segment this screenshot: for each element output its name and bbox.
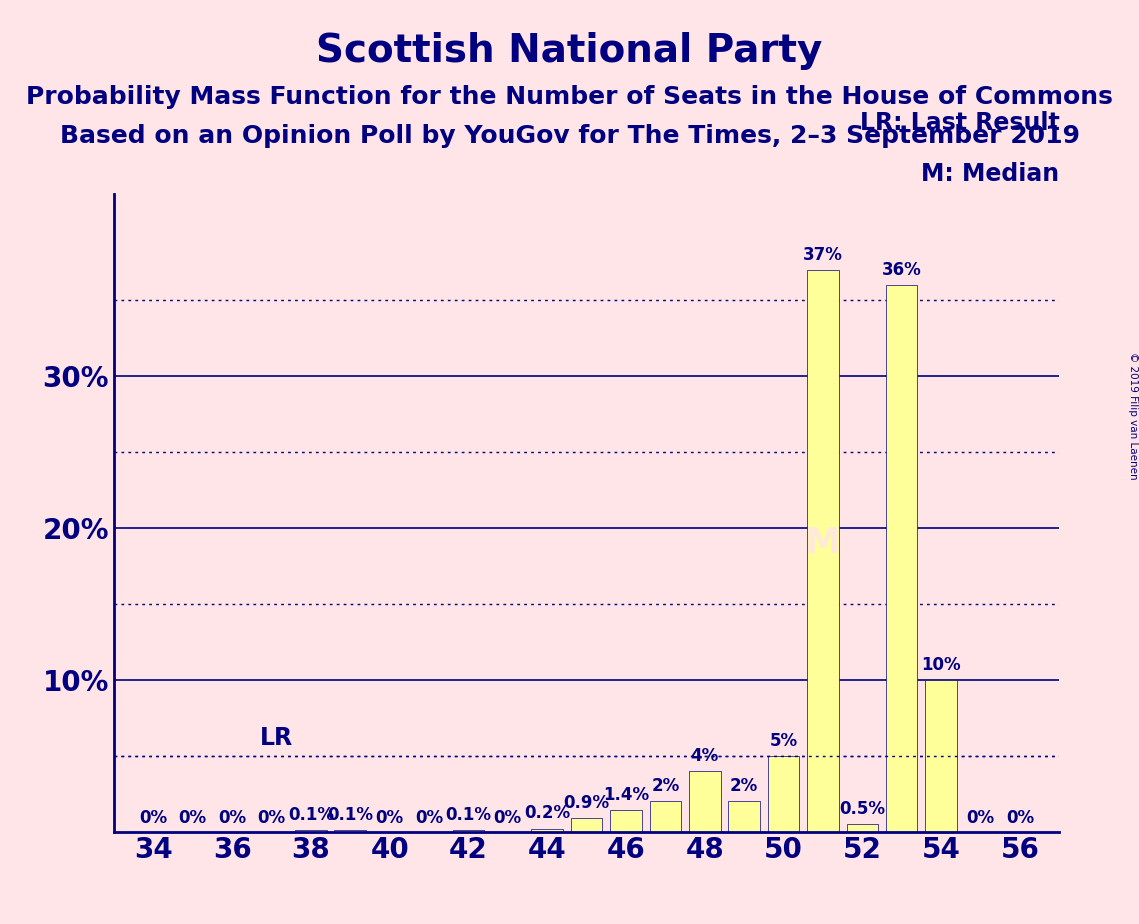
Bar xyxy=(611,810,641,832)
Text: M: Median: M: Median xyxy=(921,162,1059,186)
Bar xyxy=(452,830,484,832)
Bar xyxy=(925,680,957,832)
Text: 0%: 0% xyxy=(1006,809,1034,827)
Text: LR: LR xyxy=(260,725,293,749)
Bar xyxy=(649,801,681,832)
Bar xyxy=(729,801,760,832)
Text: Probability Mass Function for the Number of Seats in the House of Commons: Probability Mass Function for the Number… xyxy=(26,85,1113,109)
Text: 2%: 2% xyxy=(652,777,680,796)
Text: 37%: 37% xyxy=(803,246,843,264)
Text: 0%: 0% xyxy=(218,809,246,827)
Bar xyxy=(768,756,800,832)
Text: 0%: 0% xyxy=(415,809,443,827)
Text: Scottish National Party: Scottish National Party xyxy=(317,32,822,70)
Bar xyxy=(886,286,918,832)
Text: 36%: 36% xyxy=(882,261,921,279)
Text: 0%: 0% xyxy=(493,809,522,827)
Text: 5%: 5% xyxy=(770,732,797,749)
Text: 0.1%: 0.1% xyxy=(327,806,374,824)
Bar xyxy=(571,818,603,832)
Text: 2%: 2% xyxy=(730,777,759,796)
Text: 0.9%: 0.9% xyxy=(564,794,609,812)
Text: 0.2%: 0.2% xyxy=(524,805,571,822)
Text: LR: Last Result: LR: Last Result xyxy=(860,111,1059,135)
Text: 0%: 0% xyxy=(179,809,207,827)
Text: 0.1%: 0.1% xyxy=(288,806,334,824)
Bar xyxy=(532,829,563,832)
Text: 10%: 10% xyxy=(921,656,961,674)
Text: 0%: 0% xyxy=(376,809,403,827)
Text: 0%: 0% xyxy=(966,809,994,827)
Text: Based on an Opinion Poll by YouGov for The Times, 2–3 September 2019: Based on an Opinion Poll by YouGov for T… xyxy=(59,124,1080,148)
Text: 1.4%: 1.4% xyxy=(603,786,649,804)
Bar xyxy=(846,824,878,832)
Bar xyxy=(335,830,366,832)
Text: 0.1%: 0.1% xyxy=(445,806,491,824)
Text: 0%: 0% xyxy=(139,809,167,827)
Bar xyxy=(808,270,838,832)
Bar xyxy=(295,830,327,832)
Text: 4%: 4% xyxy=(690,747,719,765)
Text: © 2019 Filip van Laenen: © 2019 Filip van Laenen xyxy=(1128,352,1138,480)
Text: 0.5%: 0.5% xyxy=(839,800,885,818)
Bar xyxy=(689,771,721,832)
Text: 0%: 0% xyxy=(257,809,286,827)
Text: M: M xyxy=(805,526,841,560)
